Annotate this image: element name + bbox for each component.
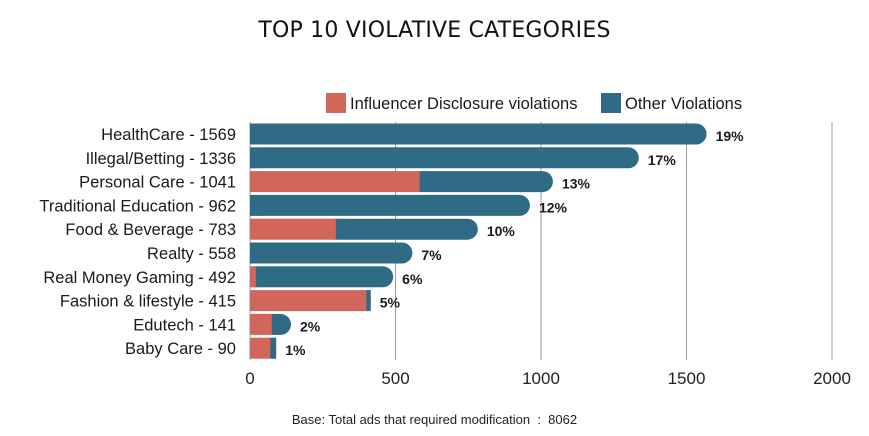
category-label: Illegal/Betting - 1336 bbox=[86, 150, 236, 168]
bar-other-violations bbox=[250, 123, 707, 145]
footnote-text: Base: Total ads that required modificati… bbox=[291, 412, 578, 427]
category-label: Personal Care - 1041 bbox=[79, 174, 236, 192]
bar-other-violations-base bbox=[253, 266, 265, 288]
x-tick-label: 500 bbox=[381, 369, 409, 388]
legend-label: Other Violations bbox=[625, 95, 742, 113]
bar-influencer-disclosure bbox=[250, 337, 271, 359]
category-label: Realty - 558 bbox=[147, 245, 236, 263]
bar-other-violations bbox=[417, 171, 553, 193]
category-labels: HealthCare - 1569 Illegal/Betting - 1336 P… bbox=[39, 126, 236, 358]
bar-other-violations-base bbox=[268, 337, 277, 359]
x-tick-label: 0 bbox=[245, 369, 254, 388]
percent-label: 17% bbox=[648, 152, 677, 168]
bar-other-violations-base bbox=[250, 147, 261, 169]
percent-label: 13% bbox=[562, 176, 591, 192]
bar-other-violations bbox=[333, 218, 478, 240]
bar-other-violations bbox=[250, 147, 639, 169]
percent-label: 19% bbox=[716, 128, 745, 144]
percent-label: 2% bbox=[300, 318, 321, 334]
legend-swatch-influencer bbox=[326, 93, 346, 113]
category-label: HealthCare - 1569 bbox=[101, 126, 236, 144]
category-label: Edutech - 141 bbox=[133, 316, 236, 334]
footnote: Base: Total ads that required modificati… bbox=[0, 412, 869, 427]
x-tick-label: 1500 bbox=[668, 369, 706, 388]
bar-other-violations bbox=[250, 194, 530, 216]
percent-label: 5% bbox=[380, 295, 401, 311]
bar-other-violations bbox=[250, 242, 413, 264]
bar-other-violations-base bbox=[250, 194, 261, 216]
bar-chart: HealthCare - 1569 Illegal/Betting - 1336 P… bbox=[39, 93, 851, 388]
bar-influencer-disclosure bbox=[250, 313, 272, 335]
category-label: Traditional Education - 962 bbox=[39, 197, 236, 215]
category-label: Real Money Gaming - 492 bbox=[43, 269, 236, 287]
bar-influencer-disclosure bbox=[250, 290, 367, 312]
percent-label: 1% bbox=[285, 342, 306, 358]
bar-influencer-disclosure bbox=[250, 171, 420, 193]
bar-other-violations-base bbox=[333, 218, 345, 240]
bar-influencer-disclosure bbox=[250, 266, 256, 288]
legend-label: Influencer Disclosure violations bbox=[350, 95, 577, 113]
category-label: Baby Care - 90 bbox=[125, 340, 236, 358]
percent-label: 7% bbox=[421, 247, 442, 263]
x-axis-ticks: 0 500 1000 1500 2000 bbox=[245, 369, 851, 388]
percent-labels: 19% 17% 13% 12% 10% 7% 6%5% 2% 1% bbox=[285, 128, 744, 358]
legend-swatch-other bbox=[601, 93, 621, 113]
bar-other-violations-base bbox=[269, 313, 281, 335]
percent-label: 10% bbox=[487, 223, 516, 239]
bars bbox=[250, 123, 707, 359]
chart-title: TOP 10 VIOLATIVE CATEGORIES bbox=[258, 18, 611, 43]
percent-label: 6% bbox=[402, 271, 423, 287]
legend: Influencer Disclosure violations Other Vi… bbox=[326, 93, 742, 113]
bar-influencer-disclosure bbox=[250, 218, 336, 240]
bar-other-violations bbox=[253, 266, 394, 288]
x-tick-label: 2000 bbox=[813, 369, 851, 388]
bar-other-violations-base bbox=[417, 171, 429, 193]
bar-other-violations-base bbox=[364, 290, 371, 312]
category-label: Food & Beverage - 783 bbox=[65, 221, 236, 239]
category-label: Fashion & lifestyle - 415 bbox=[60, 293, 236, 311]
x-tick-label: 1000 bbox=[522, 369, 560, 388]
percent-label: 12% bbox=[539, 199, 568, 215]
bar-other-violations-base bbox=[250, 242, 261, 264]
bar-other-violations-base bbox=[250, 123, 261, 145]
